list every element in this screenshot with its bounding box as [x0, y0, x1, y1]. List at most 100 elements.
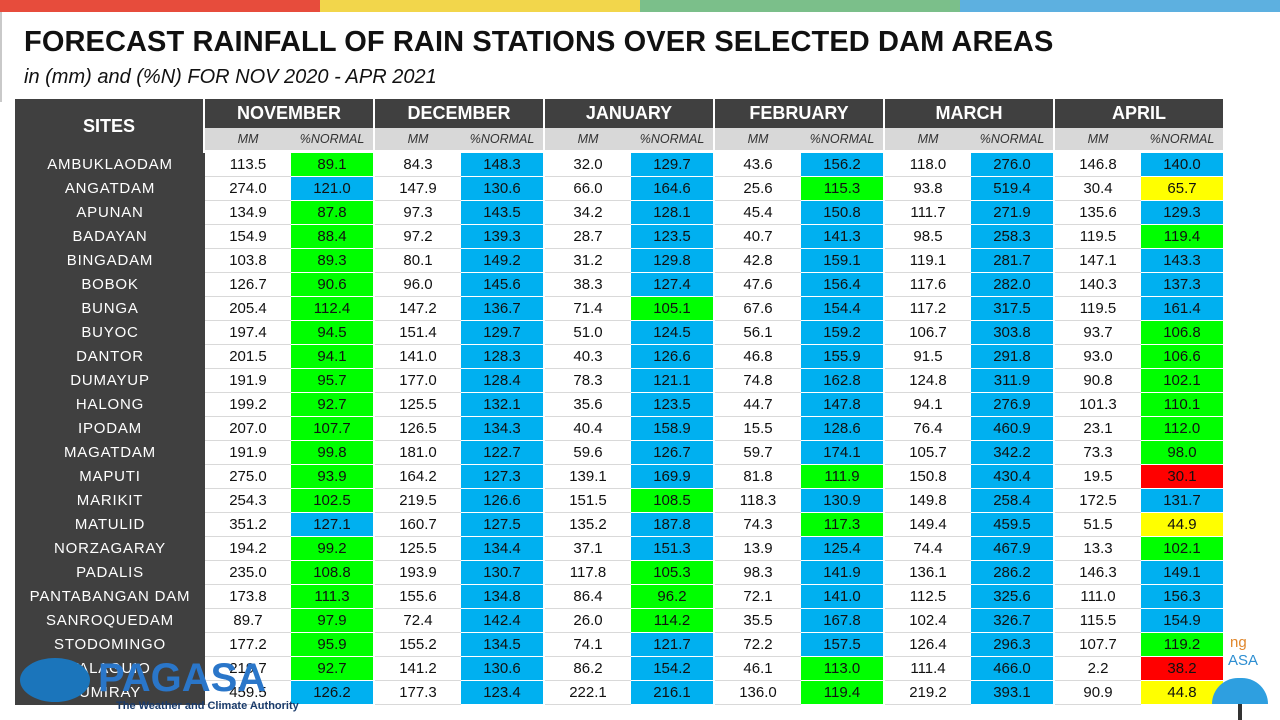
mm-cell: 151.4 — [375, 321, 461, 345]
mm-cell: 219.7 — [205, 657, 291, 681]
mm-cell: 197.4 — [205, 321, 291, 345]
mm-cell: 112.5 — [885, 585, 971, 609]
mm-cell: 118.3 — [715, 489, 801, 513]
mm-cell: 173.8 — [205, 585, 291, 609]
percent-normal-cell: 95.7 — [291, 369, 375, 393]
page-subtitle: in (mm) and (%N) FOR NOV 2020 - APR 2021 — [24, 66, 437, 88]
mm-cell: 146.8 — [1055, 153, 1141, 177]
month-header-february: FEBRUARY — [715, 99, 885, 128]
mm-cell: 40.7 — [715, 225, 801, 249]
mm-cell: 74.3 — [715, 513, 801, 537]
percent-normal-cell: 123.4 — [461, 681, 545, 705]
table-row: ANGATDAM 274.0 121.0 147.9 130.6 66.0 164.6 25.… — [15, 177, 1225, 201]
percent-normal-cell: 281.7 — [971, 249, 1055, 273]
mm-cell: 119.1 — [885, 249, 971, 273]
umbrella-logo-text-1: ng — [1230, 634, 1247, 651]
mm-cell: 146.3 — [1055, 561, 1141, 585]
percent-normal-cell: 126.6 — [461, 489, 545, 513]
percent-normal-cell: 111.3 — [291, 585, 375, 609]
percent-normal-cell: 291.8 — [971, 345, 1055, 369]
mm-cell: 28.7 — [545, 225, 631, 249]
percent-normal-cell: 157.5 — [801, 633, 885, 657]
site-name-cell: APUNAN — [15, 201, 205, 225]
mm-cell: 19.5 — [1055, 465, 1141, 489]
table-body: AMBUKLAODAM 113.5 89.1 84.3 148.3 32.0 129.7 43… — [15, 153, 1225, 705]
percent-normal-cell: 276.0 — [971, 153, 1055, 177]
percent-normal-cell: 142.4 — [461, 609, 545, 633]
mm-cell: 459.5 — [205, 681, 291, 705]
mm-cell: 135.6 — [1055, 201, 1141, 225]
table-row: APUNAN 134.9 87.8 97.3 143.5 34.2 128.1 45.4 150… — [15, 201, 1225, 225]
mm-cell: 191.9 — [205, 369, 291, 393]
percent-normal-cell: 134.4 — [461, 537, 545, 561]
percent-normal-cell: 134.5 — [461, 633, 545, 657]
mm-cell: 97.2 — [375, 225, 461, 249]
percent-normal-cell: 117.3 — [801, 513, 885, 537]
mm-cell: 2.2 — [1055, 657, 1141, 681]
percent-normal-cell: 139.3 — [461, 225, 545, 249]
percent-normal-cell: 258.4 — [971, 489, 1055, 513]
mm-cell: 90.9 — [1055, 681, 1141, 705]
mm-cell: 46.1 — [715, 657, 801, 681]
mm-cell: 43.6 — [715, 153, 801, 177]
percent-normal-cell: 30.1 — [1141, 465, 1225, 489]
mm-cell: 25.6 — [715, 177, 801, 201]
mm-cell: 106.7 — [885, 321, 971, 345]
site-name-cell: IPODAM — [15, 417, 205, 441]
unit-header-mm: MM — [545, 128, 631, 153]
percent-normal-cell: 149.2 — [461, 249, 545, 273]
mm-cell: 181.0 — [375, 441, 461, 465]
unit-header-percent-normal: %NORMAL — [971, 128, 1055, 153]
percent-normal-cell: 519.4 — [971, 177, 1055, 201]
mm-cell: 86.2 — [545, 657, 631, 681]
mm-cell: 207.0 — [205, 417, 291, 441]
percent-normal-cell: 271.9 — [971, 201, 1055, 225]
mm-cell: 73.3 — [1055, 441, 1141, 465]
site-name-cell: PADALIS — [15, 561, 205, 585]
percent-normal-cell: 119.2 — [1141, 633, 1225, 657]
percent-normal-cell: 124.5 — [631, 321, 715, 345]
percent-normal-cell: 102.5 — [291, 489, 375, 513]
percent-normal-cell: 111.9 — [801, 465, 885, 489]
mm-cell: 74.4 — [885, 537, 971, 561]
percent-normal-cell: 131.7 — [1141, 489, 1225, 513]
mm-cell: 136.1 — [885, 561, 971, 585]
percent-normal-cell: 148.3 — [461, 153, 545, 177]
percent-normal-cell: 159.1 — [801, 249, 885, 273]
mm-cell: 274.0 — [205, 177, 291, 201]
mm-cell: 149.8 — [885, 489, 971, 513]
top-bar-green — [640, 0, 960, 12]
table-row: DUMAYUP 191.9 95.7 177.0 128.4 78.3 121.1 74.8 1… — [15, 369, 1225, 393]
percent-normal-cell: 134.3 — [461, 417, 545, 441]
mm-cell: 35.6 — [545, 393, 631, 417]
percent-normal-cell: 125.4 — [801, 537, 885, 561]
percent-normal-cell: 128.4 — [461, 369, 545, 393]
page-title: FORECAST RAINFALL OF RAIN STATIONS OVER … — [24, 26, 1054, 58]
mm-cell: 115.5 — [1055, 609, 1141, 633]
site-name-cell: MAGATDAM — [15, 441, 205, 465]
umbrella-logo-text-2: ASA — [1228, 652, 1259, 669]
percent-normal-cell: 89.1 — [291, 153, 375, 177]
mm-cell: 118.0 — [885, 153, 971, 177]
mm-cell: 51.5 — [1055, 513, 1141, 537]
percent-normal-cell: 119.4 — [1141, 225, 1225, 249]
mm-cell: 96.0 — [375, 273, 461, 297]
site-name-cell: TALAGUIO — [15, 657, 205, 681]
mm-cell: 81.8 — [715, 465, 801, 489]
mm-cell: 117.2 — [885, 297, 971, 321]
percent-normal-cell: 92.7 — [291, 393, 375, 417]
month-header-row: SITES NOVEMBER DECEMBER JANUARY FEBRUARY MAR… — [15, 99, 1225, 153]
percent-normal-cell: 92.7 — [291, 657, 375, 681]
mm-cell: 102.4 — [885, 609, 971, 633]
percent-normal-cell: 97.9 — [291, 609, 375, 633]
percent-normal-cell: 311.9 — [971, 369, 1055, 393]
mm-cell: 125.5 — [375, 537, 461, 561]
mm-cell: 193.9 — [375, 561, 461, 585]
mm-cell: 45.4 — [715, 201, 801, 225]
percent-normal-cell: 167.8 — [801, 609, 885, 633]
table-row: BINGADAM 103.8 89.3 80.1 149.2 31.2 129.8 42.8 1… — [15, 249, 1225, 273]
percent-normal-cell: 122.7 — [461, 441, 545, 465]
table-row: MAPUTI 275.0 93.9 164.2 127.3 139.1 169.9 81.8 1… — [15, 465, 1225, 489]
mm-cell: 351.2 — [205, 513, 291, 537]
month-header-december: DECEMBER — [375, 99, 545, 128]
